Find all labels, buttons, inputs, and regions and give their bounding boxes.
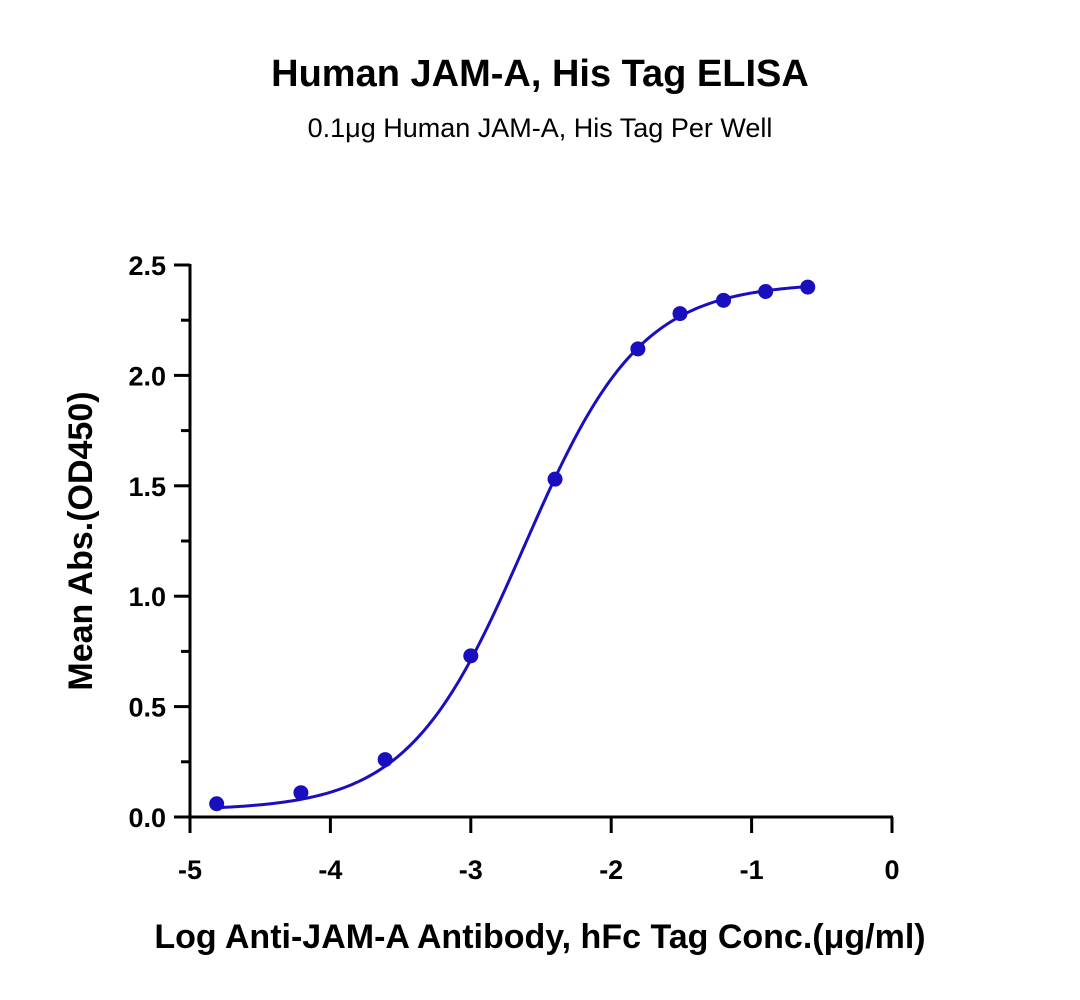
fit-curve [216,285,808,810]
x-tick-label: -5 [178,855,202,885]
fit-curve-layer [216,285,808,810]
data-points-layer [209,279,816,812]
y-tick-label: 0.5 [128,693,166,723]
x-tick-label: -3 [459,855,483,885]
chart-title: Human JAM-A, His Tag ELISA [271,53,809,95]
y-tick-label: 2.0 [128,361,166,391]
y-axis-label: Mean Abs.(OD450) [62,391,100,690]
data-point [630,341,646,357]
data-point [377,752,393,768]
chart-subtitle: 0.1μg Human JAM-A, His Tag Per Well [308,113,773,143]
x-tick-label: 0 [884,855,899,885]
x-tick-label: -1 [740,855,764,885]
x-axis: -5 -4 -3 -2 -1 0 [178,815,900,885]
data-point [547,471,563,487]
x-axis-label: Log Anti-JAM-A Antibody, hFc Tag Conc.(μ… [154,918,925,956]
data-point [758,283,774,299]
data-point [293,785,309,801]
data-point [463,648,479,664]
y-tick-label: 0.0 [128,803,166,833]
y-tick-label: 2.5 [128,251,166,281]
data-point [800,279,816,295]
data-point [716,292,732,308]
data-point [672,306,688,322]
x-tick-label: -4 [318,855,342,885]
y-tick-label: 1.5 [128,472,166,502]
data-point [209,796,225,812]
x-tick-label: -2 [599,855,623,885]
y-tick-label: 1.0 [128,582,166,612]
y-axis: 0.0 0.5 1.0 1.5 2.0 2.5 [128,251,192,833]
